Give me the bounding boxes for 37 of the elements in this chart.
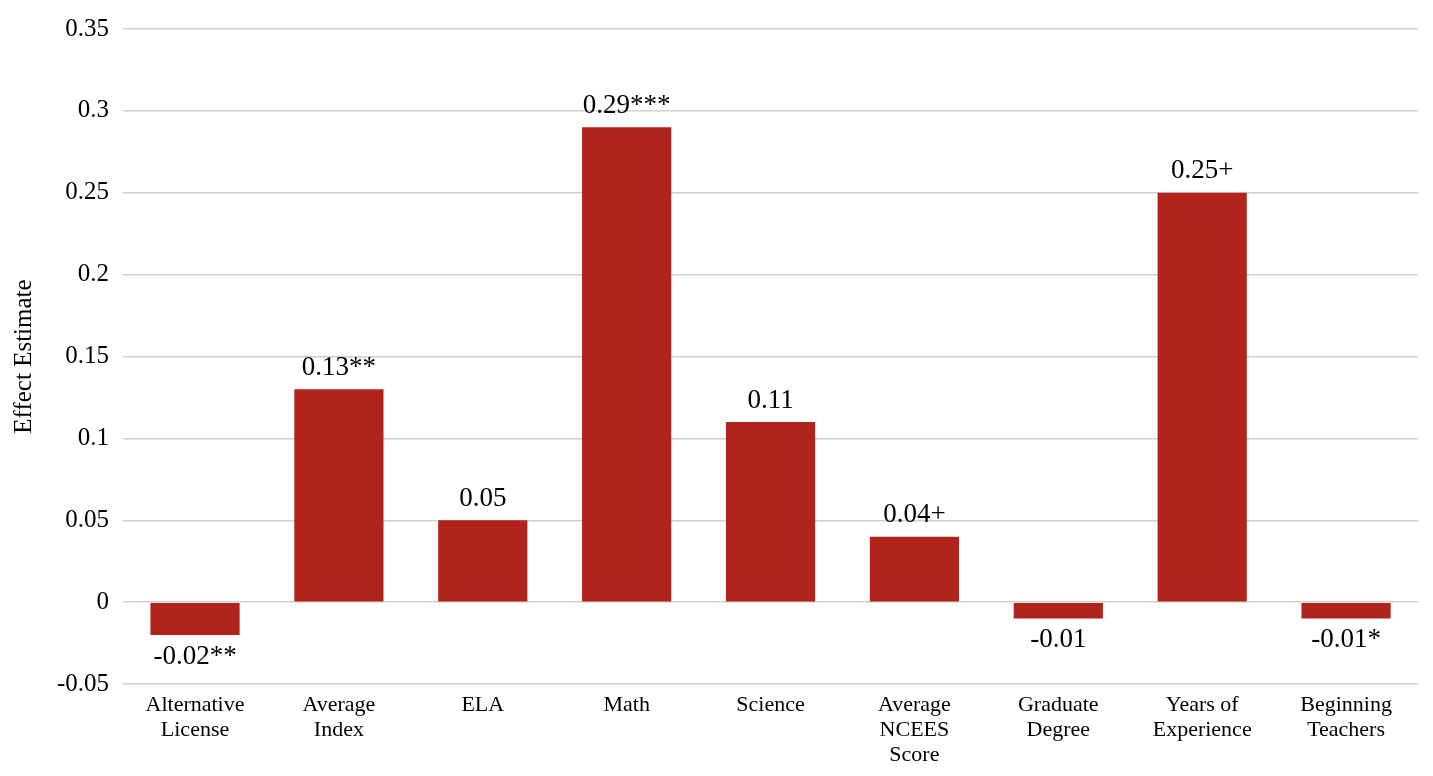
y-tick-label: 0.05 <box>65 504 110 532</box>
y-tick-label: 0.1 <box>77 423 110 450</box>
data-label: 0.04+ <box>883 498 946 529</box>
x-tick-label: Graduate Degree <box>1017 690 1099 741</box>
data-label: 0.25+ <box>1170 154 1234 185</box>
x-tick-label: Math <box>603 690 650 716</box>
data-label: 0.05 <box>459 481 507 512</box>
y-axis-title: Effect Estimate <box>8 279 36 434</box>
x-tick-label: Beginning Teachers <box>1300 690 1392 741</box>
y-tick-label: 0.15 <box>65 341 110 369</box>
data-label: 0.13** <box>301 350 377 381</box>
data-label: 0.11 <box>747 383 794 414</box>
bar <box>1301 602 1391 619</box>
bar <box>150 602 240 635</box>
y-tick-label: 0.35 <box>65 13 110 41</box>
x-tick-label: Alternative License <box>145 690 245 741</box>
y-tick-label: 0.3 <box>77 95 110 123</box>
bar <box>1157 192 1247 602</box>
bar <box>294 389 384 602</box>
x-tick-label: Average NCEES Score <box>877 690 951 767</box>
bar <box>1013 602 1103 619</box>
data-label: 0.29*** <box>582 88 671 119</box>
x-tick-label: ELA <box>461 690 505 716</box>
bar <box>582 127 672 602</box>
bar <box>438 520 528 602</box>
bar <box>725 422 816 602</box>
data-label: -0.01* <box>1311 623 1381 654</box>
bar <box>869 536 960 602</box>
data-label: -0.01 <box>1030 623 1087 654</box>
x-tick-label: Years of Experience <box>1152 690 1252 741</box>
x-tick-label: Science <box>736 690 805 716</box>
y-tick-label: -0.05 <box>57 668 110 696</box>
data-label: -0.02** <box>153 639 237 670</box>
y-tick-label: 0.2 <box>77 259 110 287</box>
x-tick-label: Average Index <box>302 690 376 741</box>
y-tick-label: 0 <box>96 586 110 614</box>
y-tick-label: 0.25 <box>65 177 110 205</box>
